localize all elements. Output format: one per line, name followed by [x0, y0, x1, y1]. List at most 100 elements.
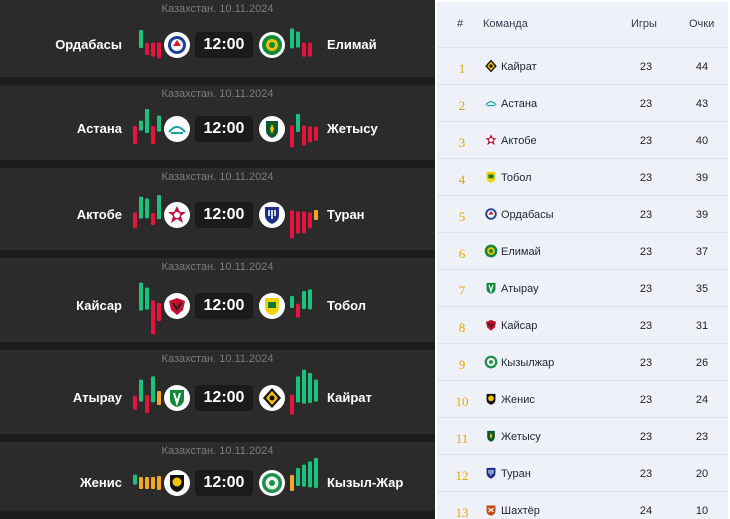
match-card[interactable]: Казахстан. 10.11.2024 Женис 12:00 Кызыл-Жар [0, 442, 435, 519]
standings-row[interactable]: 9 Кызылжар 23 26 [437, 343, 728, 380]
row-team-logo [484, 170, 498, 184]
standings-row[interactable]: 13 Шахтёр 24 10 [437, 491, 728, 519]
away-team-logo [259, 385, 285, 411]
row-points: 35 [695, 283, 709, 295]
away-team-name[interactable]: Жетысу [327, 121, 378, 136]
row-games: 23 [639, 135, 653, 147]
row-team-logo [484, 392, 498, 406]
match-time[interactable]: 12:00 [195, 293, 253, 319]
row-team-name[interactable]: Елимай [501, 246, 541, 258]
form-bar-draw [139, 477, 143, 489]
form-bar-loss [151, 213, 155, 225]
home-team-name[interactable]: Кайсар [76, 298, 122, 313]
away-team-logo [259, 32, 285, 58]
row-team-name[interactable]: Атырау [501, 283, 539, 295]
match-card[interactable]: Казахстан. 10.11.2024 Кайсар 12:00 Тобол [0, 258, 435, 350]
row-team-name[interactable]: Жетысу [501, 431, 541, 443]
match-time[interactable]: 12:00 [195, 32, 253, 58]
form-bar-loss [302, 211, 306, 234]
standings-row[interactable]: 2 Астана 23 43 [437, 84, 728, 121]
row-team-name[interactable]: Туран [501, 468, 531, 480]
form-bar-loss [151, 42, 155, 57]
standings-row[interactable]: 7 Атырау 23 35 [437, 269, 728, 306]
away-form-bars [290, 25, 312, 65]
row-games: 23 [639, 61, 653, 73]
row-team-name[interactable]: Кайрат [501, 61, 537, 73]
header-points: Очки [689, 18, 715, 30]
away-team-name[interactable]: Тобол [327, 298, 366, 313]
form-bar-loss [290, 394, 294, 415]
home-team-name[interactable]: Атырау [72, 390, 122, 405]
form-bar-win [139, 282, 143, 311]
match-card[interactable]: Казахстан. 10.11.2024 Астана 12:00 Жетысу [0, 85, 435, 168]
form-bar-win [296, 468, 300, 486]
match-time[interactable]: 12:00 [195, 470, 253, 496]
form-bar-win [314, 458, 318, 488]
row-games: 23 [639, 357, 653, 369]
row-team-name[interactable]: Астана [501, 98, 538, 110]
home-team-name[interactable]: Женис [79, 475, 122, 490]
match-card[interactable]: Казахстан. 10.11.2024 Атырау 12:00 Кайрат [0, 350, 435, 442]
tobol-icon [265, 298, 279, 315]
form-bar-win [296, 114, 300, 132]
form-bar-loss [314, 126, 318, 141]
shakhter-icon [486, 505, 496, 516]
form-bar-win [145, 287, 149, 310]
row-team-name[interactable]: Ордабасы [501, 209, 554, 221]
standings-row[interactable]: 12 Туран 23 20 [437, 454, 728, 491]
standings-row[interactable]: 11 Жетысу 23 23 [437, 417, 728, 454]
row-team-name[interactable]: Актобе [501, 135, 537, 147]
away-team-name[interactable]: Елимай [327, 37, 377, 52]
match-time[interactable]: 12:00 [195, 202, 253, 228]
row-points: 10 [695, 505, 709, 517]
home-team-logo [164, 470, 190, 496]
kyzylzhar-icon [262, 473, 282, 493]
home-form-bars [133, 376, 161, 418]
form-bar-draw [145, 477, 149, 489]
form-bar-loss [308, 42, 312, 57]
row-games: 23 [639, 98, 653, 110]
header-games: Игры [631, 18, 657, 30]
home-team-logo [164, 385, 190, 411]
standings-row[interactable]: 4 Тобол 23 39 [437, 158, 728, 195]
home-form-bars [133, 109, 161, 149]
form-bar-win [139, 379, 143, 402]
row-games: 23 [639, 246, 653, 258]
row-team-logo [484, 207, 498, 221]
away-team-logo [259, 116, 285, 142]
form-bar-loss [145, 43, 149, 55]
standings-row[interactable]: 1 Кайрат 23 44 [437, 47, 728, 84]
row-position: 3 [458, 135, 466, 150]
row-team-name[interactable]: Шахтёр [501, 505, 540, 517]
standings-row[interactable]: 8 Кайсар 23 31 [437, 306, 728, 343]
row-team-name[interactable]: Тобол [501, 172, 532, 184]
row-team-name[interactable]: Женис [501, 394, 535, 406]
home-team-name[interactable]: Ордабасы [55, 37, 122, 52]
home-team-name[interactable]: Астана [76, 121, 122, 136]
row-team-name[interactable]: Кайсар [501, 320, 538, 332]
row-team-name[interactable]: Кызылжар [501, 357, 555, 369]
standings-row[interactable]: 6 Елимай 23 37 [437, 232, 728, 269]
away-team-name[interactable]: Туран [327, 207, 365, 222]
away-form-bars [290, 369, 318, 418]
standings-row[interactable]: 10 Женис 23 24 [437, 380, 728, 417]
match-card[interactable]: Казахстан. 10.11.2024 Ордабасы 12:00 Елимай [0, 0, 435, 85]
form-bar-loss [302, 125, 306, 146]
match-card[interactable]: Казахстан. 10.11.2024 Актобе 12:00 Туран [0, 168, 435, 258]
standings-row[interactable]: 3 Актобе 23 40 [437, 121, 728, 158]
match-date: Казахстан. 10.11.2024 [161, 88, 274, 100]
standings-row[interactable]: 5 Ордабасы 23 39 [437, 195, 728, 232]
match-time[interactable]: 12:00 [195, 385, 253, 411]
row-position: 6 [458, 246, 466, 261]
aktobe-icon [168, 206, 186, 223]
row-team-logo [484, 96, 498, 110]
form-bar-win [302, 291, 306, 309]
away-team-name[interactable]: Кайрат [327, 390, 372, 405]
kairat-icon [485, 59, 497, 73]
form-bar-loss [133, 126, 137, 144]
row-games: 24 [639, 505, 653, 517]
away-team-name[interactable]: Кызыл-Жар [327, 475, 404, 490]
home-team-name[interactable]: Актобе [76, 207, 122, 222]
match-time[interactable]: 12:00 [195, 116, 253, 142]
row-team-logo [484, 466, 498, 480]
